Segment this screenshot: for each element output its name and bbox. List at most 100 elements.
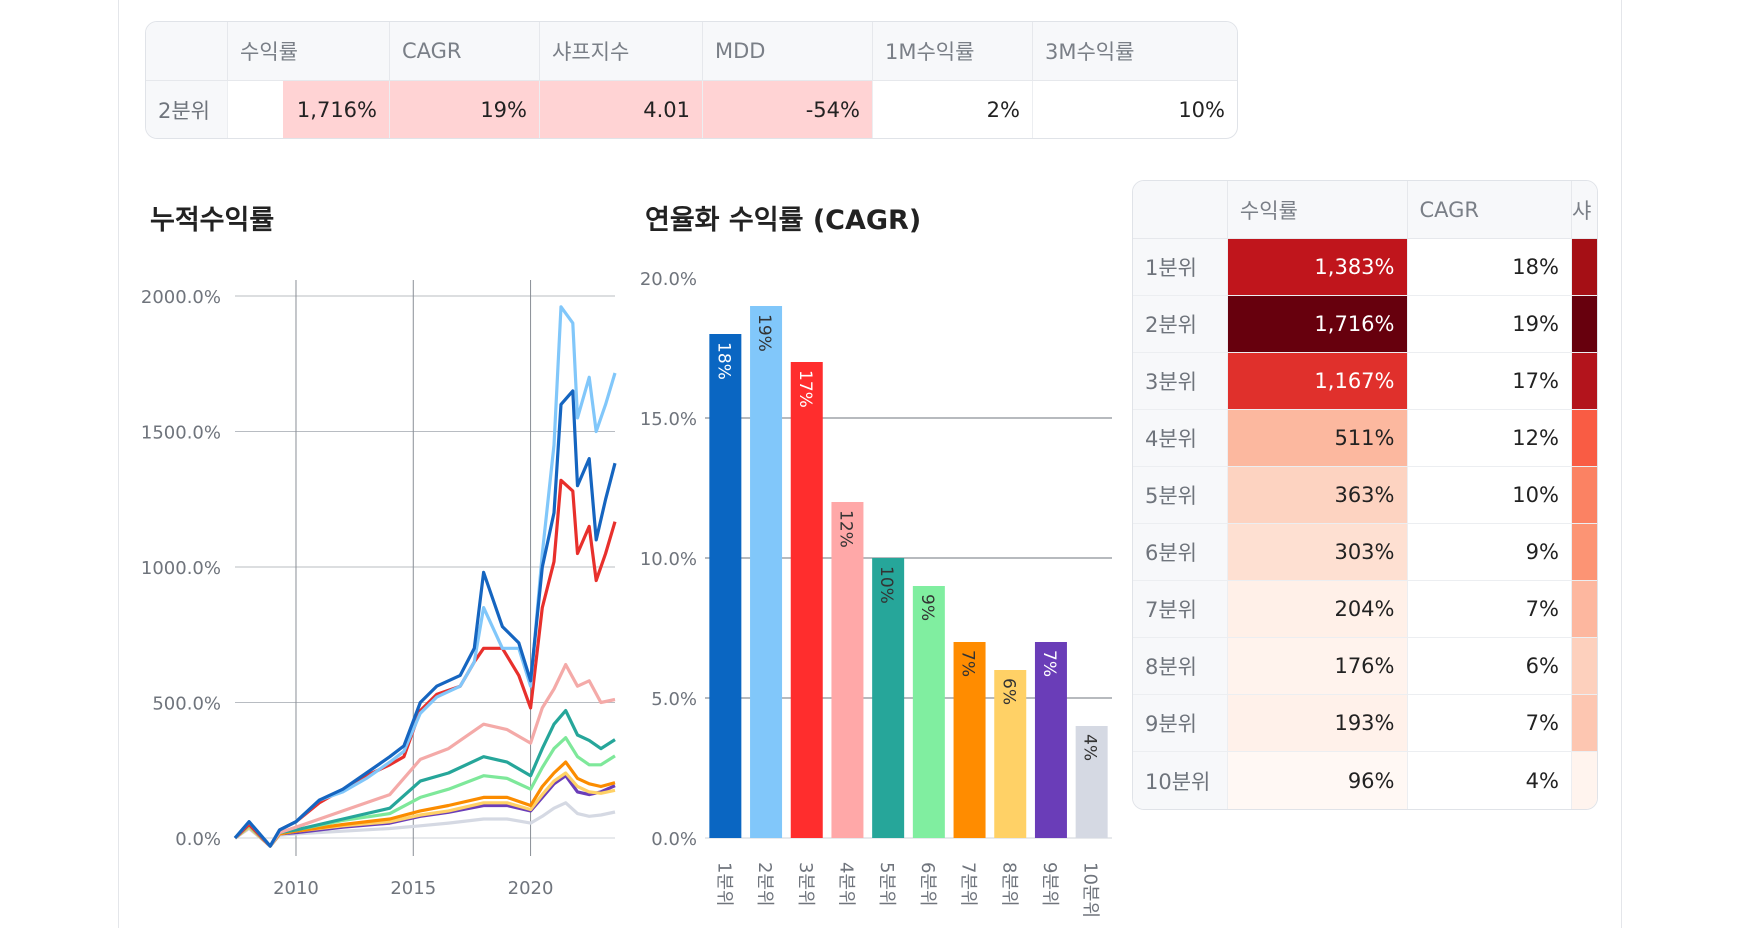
category-tick-label: 3분위 [795,862,816,907]
bar [912,586,945,838]
summary-sharpe-value: 4.01 [540,81,703,138]
y-tick-label: 5.0% [651,689,697,710]
table-row: 10분위 96% 4% [1133,752,1597,809]
x-tick-label: 2010 [273,878,319,899]
quantile-header-return: 수익률 [1227,181,1408,239]
quantile-row-label: 9분위 [1133,695,1228,752]
quantile-sharpe-cut-cell [1571,524,1597,581]
bar [750,306,783,838]
bar [831,502,864,838]
quantile-return-cell: 1,716% [1227,296,1408,353]
summary-header-return: 수익률 [228,22,390,81]
bar-data-label: 17% [795,370,815,408]
quantile-table: 수익률 CAGR 샤 1분위 1,383% 18% 2분위 1,716% 19% 3분위 1,… [1132,180,1598,810]
bar-data-label: 12% [835,510,855,548]
quantile-cagr-cell: 10% [1407,467,1572,524]
summary-row: 2분위 1,716% 19% 4.01 -54% 2% 10% [146,81,1237,138]
y-tick-label: 2000.0% [141,287,221,308]
bar [709,334,742,838]
page-frame [118,0,1622,928]
summary-1m-value: 2% [873,81,1033,138]
quantile-return-cell: 96% [1227,752,1408,809]
quantile-cagr-cell: 7% [1407,695,1572,752]
summary-header-cagr: CAGR [390,22,540,81]
x-tick-label: 2015 [390,878,436,899]
table-row: 6분위 303% 9% [1133,524,1597,581]
quantile-cagr-cell: 6% [1407,638,1572,695]
bar [1075,726,1108,838]
quantile-return-cell: 511% [1227,410,1408,467]
summary-return-value: 1,716% [228,81,390,138]
quantile-cagr-cell: 7% [1407,581,1572,638]
table-row: 2분위 1,716% 19% [1133,296,1597,353]
quantile-row-label: 5분위 [1133,467,1228,524]
quantile-sharpe-cut-cell [1571,239,1597,296]
quantile-sharpe-cut-cell [1571,353,1597,410]
quantile-cagr-cell: 19% [1407,296,1572,353]
quantile-return-cell: 1,167% [1227,353,1408,410]
summary-cagr-value: 19% [390,81,540,138]
bar-data-label: 18% [713,342,733,380]
quantile-cagr-cell: 4% [1408,752,1572,809]
quantile-sharpe-cut-cell [1571,581,1597,638]
bar [994,670,1027,838]
y-tick-label: 1500.0% [141,423,221,444]
table-row: 5분위 363% 10% [1133,467,1597,524]
y-tick-label: 1000.0% [141,558,221,579]
quantile-row-label: 2분위 [1133,296,1228,353]
table-row: 3분위 1,167% 17% [1133,353,1597,410]
summary-row-label: 2분위 [146,81,228,138]
quantile-sharpe-cut-cell [1571,752,1597,809]
quantile-row-label: 3분위 [1133,353,1228,410]
quantile-return-cell: 1,383% [1227,239,1408,296]
bar-data-label: 6% [998,678,1018,705]
y-tick-label: 15.0% [640,409,697,430]
summary-header-mdd: MDD [703,22,873,81]
table-row: 1분위 1,383% 18% [1133,239,1597,296]
quantile-return-cell: 176% [1227,638,1408,695]
bar [872,558,905,838]
bar [953,642,986,838]
y-tick-label: 500.0% [152,694,221,715]
quantile-cagr-cell: 9% [1407,524,1572,581]
bar-data-label: 10% [876,566,896,604]
quantile-row-label: 10분위 [1133,752,1228,809]
quantile-row-label: 1분위 [1133,239,1228,296]
bar-data-label: 7% [1039,650,1059,677]
category-tick-label: 2분위 [754,862,775,907]
category-tick-label: 10분위 [1080,862,1101,918]
quantile-sharpe-cut-cell [1571,296,1597,353]
summary-header-blank [146,22,228,81]
quantile-sharpe-cut-cell [1571,695,1597,752]
category-tick-label: 6분위 [917,862,938,907]
category-tick-label: 1분위 [713,862,734,907]
quantile-cagr-cell: 18% [1407,239,1572,296]
table-row: 8분위 176% 6% [1133,638,1597,695]
bar [1034,642,1067,838]
y-tick-label: 0.0% [651,829,697,850]
bar-data-label: 4% [1080,734,1100,761]
bar-data-label: 7% [958,650,978,677]
bar-data-label: 19% [754,314,774,352]
quantile-row-label: 4분위 [1133,410,1228,467]
quantile-cagr-cell: 12% [1407,410,1572,467]
quantile-return-cell: 303% [1227,524,1408,581]
y-tick-label: 0.0% [175,829,221,850]
quantile-sharpe-cut-cell [1571,410,1597,467]
quantile-return-cell: 204% [1227,581,1408,638]
table-row: 4분위 511% 12% [1133,410,1597,467]
summary-header-3m: 3M수익률 [1033,22,1237,81]
quantile-return-cell: 363% [1227,467,1408,524]
summary-header-sharpe: 샤프지수 [540,22,703,81]
category-tick-label: 5분위 [876,862,897,907]
category-tick-label: 9분위 [1039,862,1060,907]
series-line [233,389,617,848]
bar-data-label: 9% [917,594,937,621]
x-tick-label: 2020 [508,878,554,899]
quantile-sharpe-cut-cell [1571,638,1597,695]
table-row: 9분위 193% 7% [1133,695,1597,752]
quantile-return-cell: 193% [1227,695,1408,752]
y-tick-label: 10.0% [640,549,697,570]
